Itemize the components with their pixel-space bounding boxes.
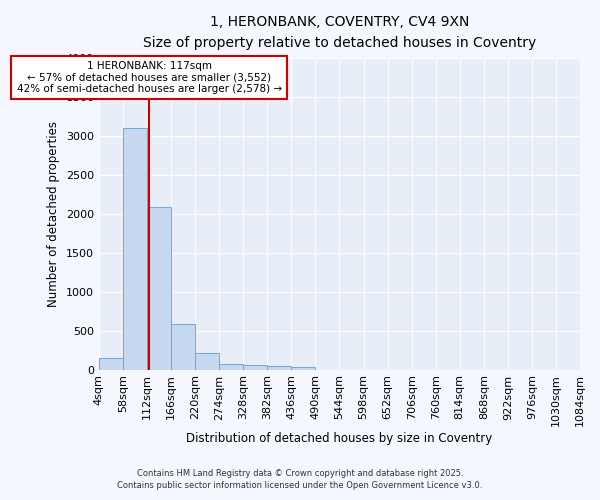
Bar: [243, 366, 267, 370]
Text: 1 HERONBANK: 117sqm
← 57% of detached houses are smaller (3,552)
42% of semi-det: 1 HERONBANK: 117sqm ← 57% of detached ho…: [17, 61, 282, 94]
Text: Contains HM Land Registry data © Crown copyright and database right 2025.
Contai: Contains HM Land Registry data © Crown c…: [118, 468, 482, 490]
Bar: [195, 353, 219, 370]
Y-axis label: Number of detached properties: Number of detached properties: [47, 120, 61, 306]
Bar: [123, 128, 147, 370]
Bar: [292, 367, 316, 370]
Bar: [147, 208, 171, 370]
Bar: [171, 324, 195, 370]
Bar: [99, 358, 123, 370]
X-axis label: Distribution of detached houses by size in Coventry: Distribution of detached houses by size …: [187, 432, 493, 445]
Title: 1, HERONBANK, COVENTRY, CV4 9XN
Size of property relative to detached houses in : 1, HERONBANK, COVENTRY, CV4 9XN Size of …: [143, 15, 536, 50]
Bar: [219, 364, 243, 370]
Bar: [267, 366, 292, 370]
